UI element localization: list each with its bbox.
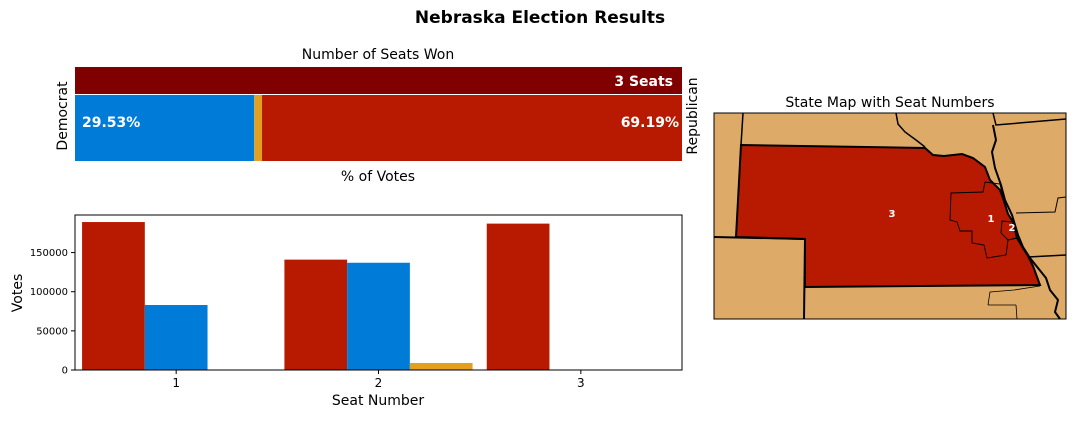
nebraska-district-2 bbox=[1000, 220, 1018, 241]
vote-bar-other-seat-2 bbox=[409, 362, 473, 370]
nebraska-district-1 bbox=[949, 181, 1018, 259]
vote-share-xlabel: % of Votes bbox=[341, 169, 415, 185]
x-tick-label: 2 bbox=[375, 376, 383, 390]
y-tick-label: 50000 bbox=[36, 326, 68, 337]
y-tick-label: 100000 bbox=[30, 287, 68, 298]
seats-label: 3 Seats bbox=[614, 74, 673, 90]
map-frame bbox=[713, 112, 1067, 320]
share-label-republican: 69.19% bbox=[621, 115, 679, 131]
plot-frame bbox=[74, 214, 683, 371]
republican-side-label: Republican bbox=[685, 77, 701, 154]
share-bar-democrat bbox=[75, 95, 255, 161]
share-label-democrat: 29.53% bbox=[82, 115, 140, 131]
state-border-northeast bbox=[992, 112, 1067, 126]
share-bar-other bbox=[254, 95, 263, 161]
figure-title: Nebraska Election Results bbox=[415, 8, 665, 28]
map-title: State Map with Seat Numbers bbox=[785, 95, 994, 111]
democrat-side-label: Democrat bbox=[55, 81, 71, 151]
county-lines-south bbox=[987, 285, 1041, 320]
state-border-east bbox=[1015, 196, 1067, 214]
seats-bar bbox=[75, 67, 682, 94]
share-bar-republican bbox=[262, 95, 682, 161]
vote-share-chart-title: Number of Seats Won bbox=[302, 47, 454, 63]
votes-per-seat-chart: 0 50000 100000 150000 1 2 3 Votes Seat Number bbox=[10, 214, 683, 409]
vote-bar-democrat-seat-2 bbox=[347, 262, 410, 370]
x-tick-label: 1 bbox=[172, 376, 180, 390]
vote-share-chart: Number of Seats Won 3 Seats 29.53% 69.19%… bbox=[55, 47, 701, 185]
state-border-north bbox=[740, 112, 744, 146]
state-border-southeast bbox=[1027, 254, 1067, 258]
vote-bar-republican-seat-3 bbox=[486, 223, 550, 370]
river-east bbox=[990, 124, 1061, 320]
votes-ylabel: Votes bbox=[10, 274, 26, 312]
y-tick-label: 0 bbox=[62, 366, 68, 377]
vote-bar-republican-seat-2 bbox=[284, 259, 348, 370]
seat-label-1: 1 bbox=[988, 214, 995, 225]
y-tick-label: 150000 bbox=[30, 248, 68, 259]
x-tick-label: 3 bbox=[577, 376, 585, 390]
seat-label-2: 2 bbox=[1009, 223, 1016, 234]
river-north bbox=[895, 112, 926, 148]
vote-bar-republican-seat-1 bbox=[82, 222, 145, 370]
votes-xlabel: Seat Number bbox=[332, 393, 425, 409]
state-map: State Map with Seat Numbers 3 1 2 bbox=[713, 95, 1067, 320]
seat-label-3: 3 bbox=[889, 209, 896, 220]
vote-bar-democrat-seat-1 bbox=[144, 305, 208, 370]
